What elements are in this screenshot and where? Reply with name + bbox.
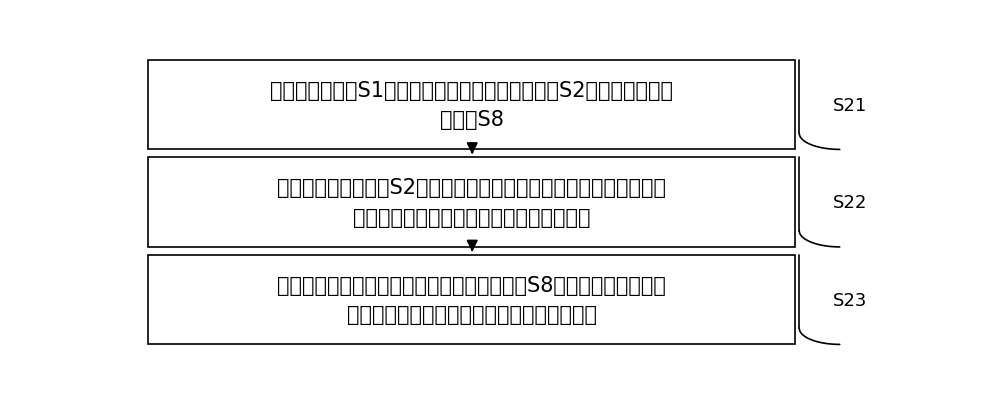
Text: 将脱硫后的沼气S1分流，分成第一部分脱硫后沼气S2和第二部分脱硫: 将脱硫后的沼气S1分流，分成第一部分脱硫后沼气S2和第二部分脱硫 [270, 81, 673, 100]
FancyBboxPatch shape [148, 61, 795, 150]
Text: 后沼气S8: 后沼气S8 [440, 110, 504, 130]
Text: S21: S21 [832, 96, 867, 114]
Text: S22: S22 [832, 194, 867, 211]
Text: 收热能发生重整反应，生成重整反应的产物: 收热能发生重整反应，生成重整反应的产物 [353, 207, 591, 227]
FancyBboxPatch shape [148, 255, 795, 344]
Text: 第一部分脱硫后沼气S2和水蒸气混合后预热，然后在一级反应器中吸: 第一部分脱硫后沼气S2和水蒸气混合后预热，然后在一级反应器中吸 [277, 178, 666, 198]
FancyBboxPatch shape [148, 158, 795, 247]
Text: S23: S23 [832, 291, 867, 309]
Text: 反应器中吸收热能发生重整反应，冷却后输出: 反应器中吸收热能发生重整反应，冷却后输出 [347, 305, 597, 324]
Text: 重整反应的产物冷却后与第二部分脱硫后沼气S8混合，预热后在二级: 重整反应的产物冷却后与第二部分脱硫后沼气S8混合，预热后在二级 [277, 275, 666, 295]
